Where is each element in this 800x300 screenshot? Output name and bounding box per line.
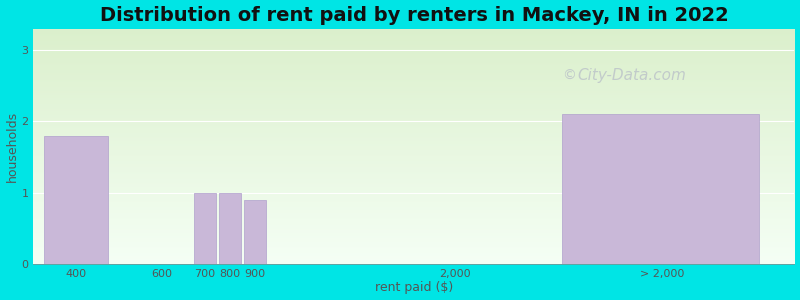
Bar	[219, 193, 241, 264]
Bar	[244, 200, 266, 264]
Y-axis label: households: households	[6, 111, 18, 182]
X-axis label: rent paid ($): rent paid ($)	[374, 281, 453, 294]
Text: ©: ©	[562, 69, 576, 83]
Bar	[44, 136, 108, 264]
Text: City-Data.com: City-Data.com	[578, 68, 686, 83]
Bar	[562, 114, 758, 264]
Title: Distribution of rent paid by renters in Mackey, IN in 2022: Distribution of rent paid by renters in …	[99, 6, 728, 25]
Bar	[194, 193, 215, 264]
